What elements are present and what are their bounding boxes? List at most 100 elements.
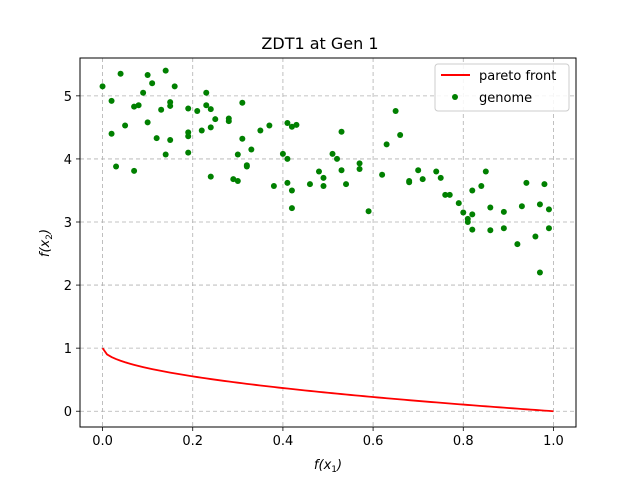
genome-point bbox=[460, 209, 467, 216]
genome-point bbox=[243, 163, 250, 170]
genome-point bbox=[203, 89, 210, 96]
x-tick-label: 0.8 bbox=[453, 434, 474, 449]
genome-point bbox=[185, 105, 192, 112]
genome-point bbox=[383, 141, 390, 148]
genome-point bbox=[379, 171, 386, 178]
genome-point bbox=[338, 128, 345, 135]
genome-point bbox=[185, 149, 192, 156]
legend-genome-swatch bbox=[452, 94, 458, 100]
genome-point bbox=[248, 146, 255, 153]
genome-point bbox=[343, 181, 350, 188]
pareto-front-line bbox=[101, 347, 554, 413]
genome-point bbox=[131, 103, 138, 110]
y-tick-label: 3 bbox=[64, 216, 72, 231]
genome-point bbox=[108, 130, 115, 137]
genome-point bbox=[433, 168, 440, 175]
x-tick-label: 1.0 bbox=[543, 434, 564, 449]
y-tick-label: 5 bbox=[64, 90, 72, 105]
genome-point bbox=[523, 179, 530, 186]
genome-point bbox=[469, 187, 476, 194]
genome-point bbox=[167, 137, 174, 143]
genome-point bbox=[185, 133, 192, 140]
y-axis-label: f(x2) bbox=[38, 229, 55, 257]
genome-point bbox=[140, 89, 147, 96]
genome-point bbox=[207, 124, 214, 131]
genome-point bbox=[99, 83, 106, 90]
grid bbox=[80, 58, 576, 427]
genome-point bbox=[149, 80, 156, 87]
genome-point bbox=[288, 187, 295, 194]
genome-point bbox=[162, 67, 169, 74]
y-tick-label: 2 bbox=[64, 279, 72, 294]
genome-point bbox=[212, 116, 219, 123]
genome-point bbox=[270, 183, 277, 190]
genome-point bbox=[442, 191, 449, 198]
x-tick-label: 0.6 bbox=[363, 434, 384, 449]
x-axis-label: f(x1) bbox=[314, 458, 342, 475]
genome-point bbox=[518, 203, 525, 210]
genome-point bbox=[207, 173, 214, 180]
genome-point bbox=[266, 122, 273, 129]
y-tick-label: 4 bbox=[64, 153, 72, 168]
genome-point bbox=[207, 106, 214, 113]
genome-point bbox=[541, 181, 548, 188]
genome-point bbox=[446, 191, 453, 198]
genome-point bbox=[365, 208, 372, 215]
genome-point bbox=[162, 151, 169, 158]
genome-point bbox=[536, 201, 543, 208]
genome-point bbox=[284, 179, 291, 186]
genome-point bbox=[320, 174, 327, 181]
y-tick-label: 1 bbox=[64, 342, 72, 357]
x-tick-label: 0.0 bbox=[92, 434, 113, 449]
genome-point bbox=[153, 135, 160, 142]
chart-title: ZDT1 at Gen 1 bbox=[261, 34, 378, 53]
x-tick-label: 0.4 bbox=[273, 434, 294, 449]
genome-point bbox=[469, 211, 476, 218]
legend-genome-label: genome bbox=[479, 91, 532, 106]
genome-point bbox=[288, 205, 295, 212]
genome-point bbox=[194, 107, 201, 114]
genome-point bbox=[415, 167, 422, 174]
genome-point bbox=[482, 168, 489, 175]
legend-pareto-front-label: pareto front bbox=[479, 69, 556, 84]
genome-point bbox=[131, 167, 138, 174]
genome-point bbox=[406, 179, 413, 186]
genome-point bbox=[536, 269, 543, 276]
ticks: 0.0 0.2 0.4 0.6 0.8 1.0 0 1 2 3 4 5 bbox=[64, 90, 564, 449]
genome-point bbox=[320, 183, 327, 190]
genome-point bbox=[306, 181, 313, 188]
genome-point bbox=[532, 233, 539, 240]
genome-point bbox=[478, 183, 485, 190]
plot-frame bbox=[79, 57, 577, 428]
genome-point bbox=[469, 226, 476, 233]
genome-point bbox=[135, 102, 142, 109]
genome-point bbox=[122, 122, 129, 129]
genome-point bbox=[545, 206, 552, 213]
genome-point bbox=[113, 163, 120, 170]
genome-point bbox=[225, 118, 232, 125]
genome-point bbox=[108, 97, 115, 104]
genome-point bbox=[171, 83, 178, 90]
legend: pareto front genome bbox=[434, 63, 570, 112]
genome-point bbox=[437, 174, 444, 181]
genome-point bbox=[545, 225, 552, 232]
genome-point bbox=[239, 99, 246, 106]
genome-point bbox=[257, 127, 264, 134]
genome-point bbox=[329, 150, 336, 157]
genome-point bbox=[500, 208, 507, 215]
plot-area bbox=[99, 67, 554, 413]
genome-point bbox=[288, 123, 295, 130]
genome-point bbox=[234, 151, 241, 158]
genome-point bbox=[487, 204, 494, 211]
genome-point bbox=[464, 219, 471, 225]
genome-point bbox=[356, 166, 363, 173]
genome-point bbox=[279, 150, 286, 157]
genome-point bbox=[338, 167, 345, 174]
genome-point bbox=[455, 200, 462, 207]
genome-point bbox=[334, 155, 341, 162]
genome-point bbox=[500, 225, 507, 232]
genome-point bbox=[203, 102, 210, 109]
x-tick-label: 0.2 bbox=[182, 434, 203, 449]
genome-point bbox=[230, 176, 237, 183]
